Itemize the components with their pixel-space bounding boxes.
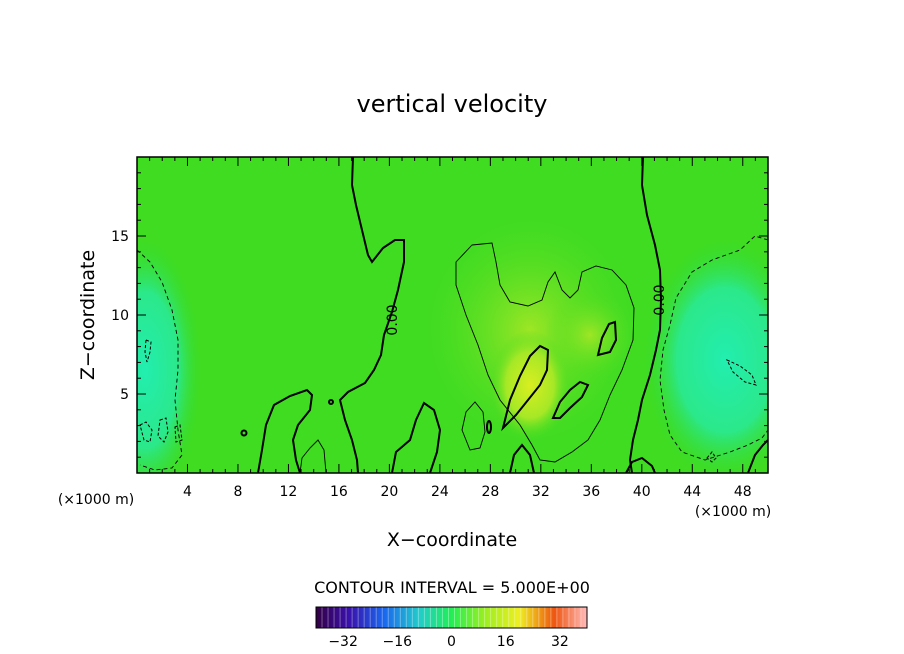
negative-contour-right-core <box>725 358 757 386</box>
y-axis-title: Z−coordinate <box>77 250 99 380</box>
zero-contour-blob-3 <box>486 420 492 434</box>
x-tick-label: 24 <box>431 484 449 500</box>
positive-contour-broad <box>455 242 635 463</box>
negative-contour-left <box>137 249 183 471</box>
colorbar-tick-label: 16 <box>497 634 515 650</box>
positive-contour-edge <box>299 439 327 473</box>
x-tick-label: 28 <box>481 484 499 500</box>
updraft-contour-main <box>501 344 550 432</box>
contour-label-left: 0.00 <box>385 304 401 335</box>
y-axis: 5 10 15 <box>111 172 768 458</box>
x-unit-left: (×1000 m) <box>58 492 134 508</box>
colorbar-tick-label: −32 <box>328 634 358 650</box>
negative-contour-left-core <box>144 339 152 363</box>
x-tick-label: 8 <box>233 484 242 500</box>
x-tick-label: 40 <box>633 484 651 500</box>
zero-contour-bottom-c <box>509 443 535 473</box>
field-downdraft-left <box>137 240 200 473</box>
colorbar-gradient <box>316 607 587 628</box>
zero-contour-right <box>628 157 663 473</box>
x-tick-label: 20 <box>380 484 398 500</box>
x-tick-label: 32 <box>532 484 550 500</box>
field-downdraft-right <box>645 240 768 473</box>
colorbar-tick-label: 0 <box>447 634 456 650</box>
zero-contour-bottom-d <box>747 439 768 473</box>
colorbar: −32 −16 0 16 32 <box>315 606 588 650</box>
y-tick-label: 5 <box>120 387 129 403</box>
chart-title: vertical velocity <box>357 90 548 118</box>
contour-label-right: 0.00 <box>652 284 668 315</box>
zero-contour-bottom-e <box>625 456 656 473</box>
x-unit-right: (×1000 m) <box>695 504 771 520</box>
x-axis: 4 8 12 16 20 24 28 32 36 40 44 48 <box>149 157 756 500</box>
x-tick-label: 16 <box>330 484 348 500</box>
x-tick-label: 12 <box>280 484 298 500</box>
plot-area: 0.00 0.00 <box>137 157 768 473</box>
y-tick-label: 10 <box>111 308 129 324</box>
zero-contour-blob-1 <box>240 429 248 437</box>
y-tick-label: 15 <box>111 229 129 245</box>
x-tick-label: 36 <box>582 484 600 500</box>
updraft-contour-mid <box>551 380 590 419</box>
colorbar-tick-label: −16 <box>383 634 413 650</box>
zero-contour-left <box>338 157 405 473</box>
colorbar-tick-label: 32 <box>551 634 569 650</box>
x-tick-label: 44 <box>683 484 701 500</box>
positive-contour-lower <box>461 401 486 451</box>
updraft-contour-upper <box>596 320 618 357</box>
colorbar-cells <box>321 607 582 628</box>
zero-contour-bottom-b <box>391 401 442 473</box>
zero-contour-bottom-a <box>257 388 314 473</box>
colorbar-frame <box>315 606 588 629</box>
x-tick-label: 4 <box>183 484 192 500</box>
contour-interval-label: CONTOUR INTERVAL = 5.000E+00 <box>314 578 590 597</box>
colorbar-ticks: −32 −16 0 16 32 <box>328 634 568 650</box>
negative-contour-left-small <box>139 417 183 443</box>
x-tick-label: 48 <box>734 484 752 500</box>
x-axis-title: X−coordinate <box>387 529 517 551</box>
zero-contour-blob-2 <box>328 399 334 405</box>
negative-contour-right-small <box>706 451 717 463</box>
field-updraft-upper <box>545 290 635 380</box>
